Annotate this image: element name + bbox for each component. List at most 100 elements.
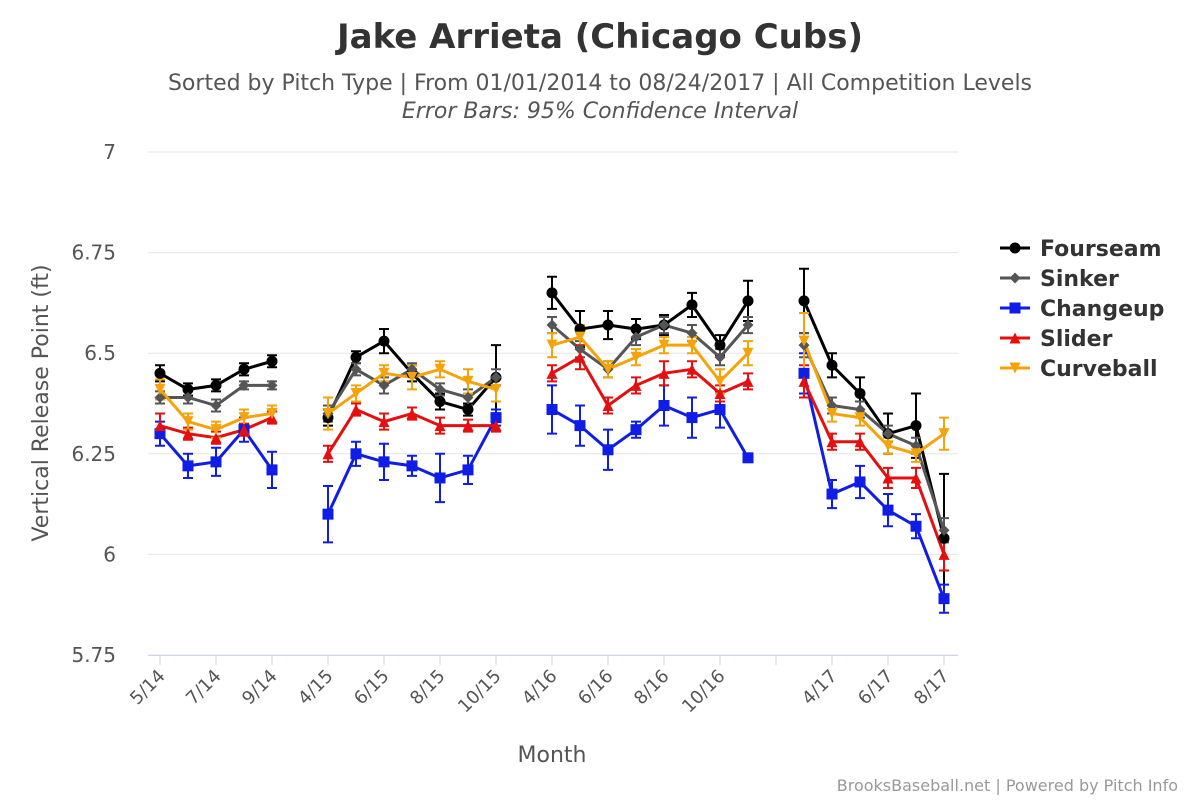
point	[602, 319, 614, 331]
point	[658, 400, 670, 412]
point	[798, 367, 810, 379]
point	[686, 327, 698, 339]
point	[238, 379, 250, 391]
point	[154, 383, 166, 395]
annotation: Error Bars: 95% Confidence Interval	[402, 99, 798, 124]
legend-label: Changeup	[1040, 297, 1164, 322]
point	[462, 391, 474, 403]
point	[322, 508, 334, 520]
point	[686, 412, 698, 424]
point	[854, 436, 866, 448]
point	[266, 379, 278, 391]
point	[826, 359, 838, 371]
point	[938, 524, 950, 536]
point	[826, 488, 838, 500]
point	[154, 420, 166, 432]
point	[602, 444, 614, 456]
series-line	[802, 340, 945, 456]
point	[658, 339, 670, 351]
point	[854, 387, 866, 399]
point	[266, 464, 278, 476]
point	[938, 548, 950, 560]
chart-subtitle: Sorted by Pitch Type | From 01/01/2014 t…	[168, 71, 1032, 96]
legend-marker	[1009, 302, 1021, 314]
point	[350, 351, 362, 363]
point	[462, 420, 474, 432]
legend-marker	[1009, 332, 1021, 344]
point	[406, 408, 418, 420]
series-line	[802, 344, 946, 531]
point	[154, 367, 166, 379]
legend-marker	[1009, 362, 1021, 374]
point	[938, 593, 950, 605]
point	[546, 339, 558, 351]
point	[182, 391, 194, 403]
point	[182, 460, 194, 472]
point	[434, 472, 446, 484]
point	[434, 395, 446, 407]
point	[182, 428, 194, 440]
point	[490, 371, 502, 383]
y-tick-label: 6.75	[71, 241, 116, 265]
legend-label: Curveball	[1040, 357, 1158, 382]
point	[350, 387, 362, 399]
series-line	[551, 323, 750, 372]
point	[238, 424, 250, 436]
point	[546, 404, 558, 416]
point	[378, 416, 390, 428]
point	[546, 319, 558, 331]
point	[574, 343, 586, 355]
point	[182, 416, 194, 428]
point	[602, 363, 614, 375]
legend-label: Fourseam	[1040, 237, 1162, 262]
point	[574, 420, 586, 432]
point	[210, 424, 222, 436]
point	[658, 319, 670, 331]
point	[826, 436, 838, 448]
point	[742, 347, 754, 359]
point	[406, 460, 418, 472]
point	[882, 428, 894, 440]
point	[910, 520, 922, 532]
point	[854, 476, 866, 488]
point	[406, 371, 418, 383]
y-tick-label: 6	[103, 542, 116, 566]
point	[238, 412, 250, 424]
point	[210, 456, 222, 468]
point	[350, 363, 362, 375]
point	[266, 355, 278, 367]
series-line	[802, 300, 946, 539]
point	[938, 532, 950, 544]
x-axis-label: Month	[518, 743, 587, 768]
point	[798, 295, 810, 307]
point	[910, 448, 922, 460]
point	[182, 383, 194, 395]
point	[882, 504, 894, 516]
point	[378, 456, 390, 468]
point	[714, 375, 726, 387]
point	[574, 331, 586, 343]
point	[798, 375, 810, 387]
point	[854, 412, 866, 424]
point	[882, 440, 894, 452]
point	[546, 287, 558, 299]
point	[574, 351, 586, 363]
y-tick-label: 7	[103, 140, 116, 164]
point	[686, 339, 698, 351]
point	[546, 367, 558, 379]
y-tick-label: 6.25	[71, 442, 116, 466]
point	[322, 448, 334, 460]
legend-label: Slider	[1040, 327, 1113, 352]
y-axis-label: Vertical Release Point (ft)	[29, 264, 54, 541]
point	[462, 464, 474, 476]
point	[910, 472, 922, 484]
series-line	[551, 355, 749, 408]
point	[882, 472, 894, 484]
series-line	[551, 335, 750, 384]
point	[714, 387, 726, 399]
series-line	[802, 372, 946, 600]
legend-label: Sinker	[1040, 267, 1119, 292]
point	[630, 351, 642, 363]
point	[742, 319, 754, 331]
